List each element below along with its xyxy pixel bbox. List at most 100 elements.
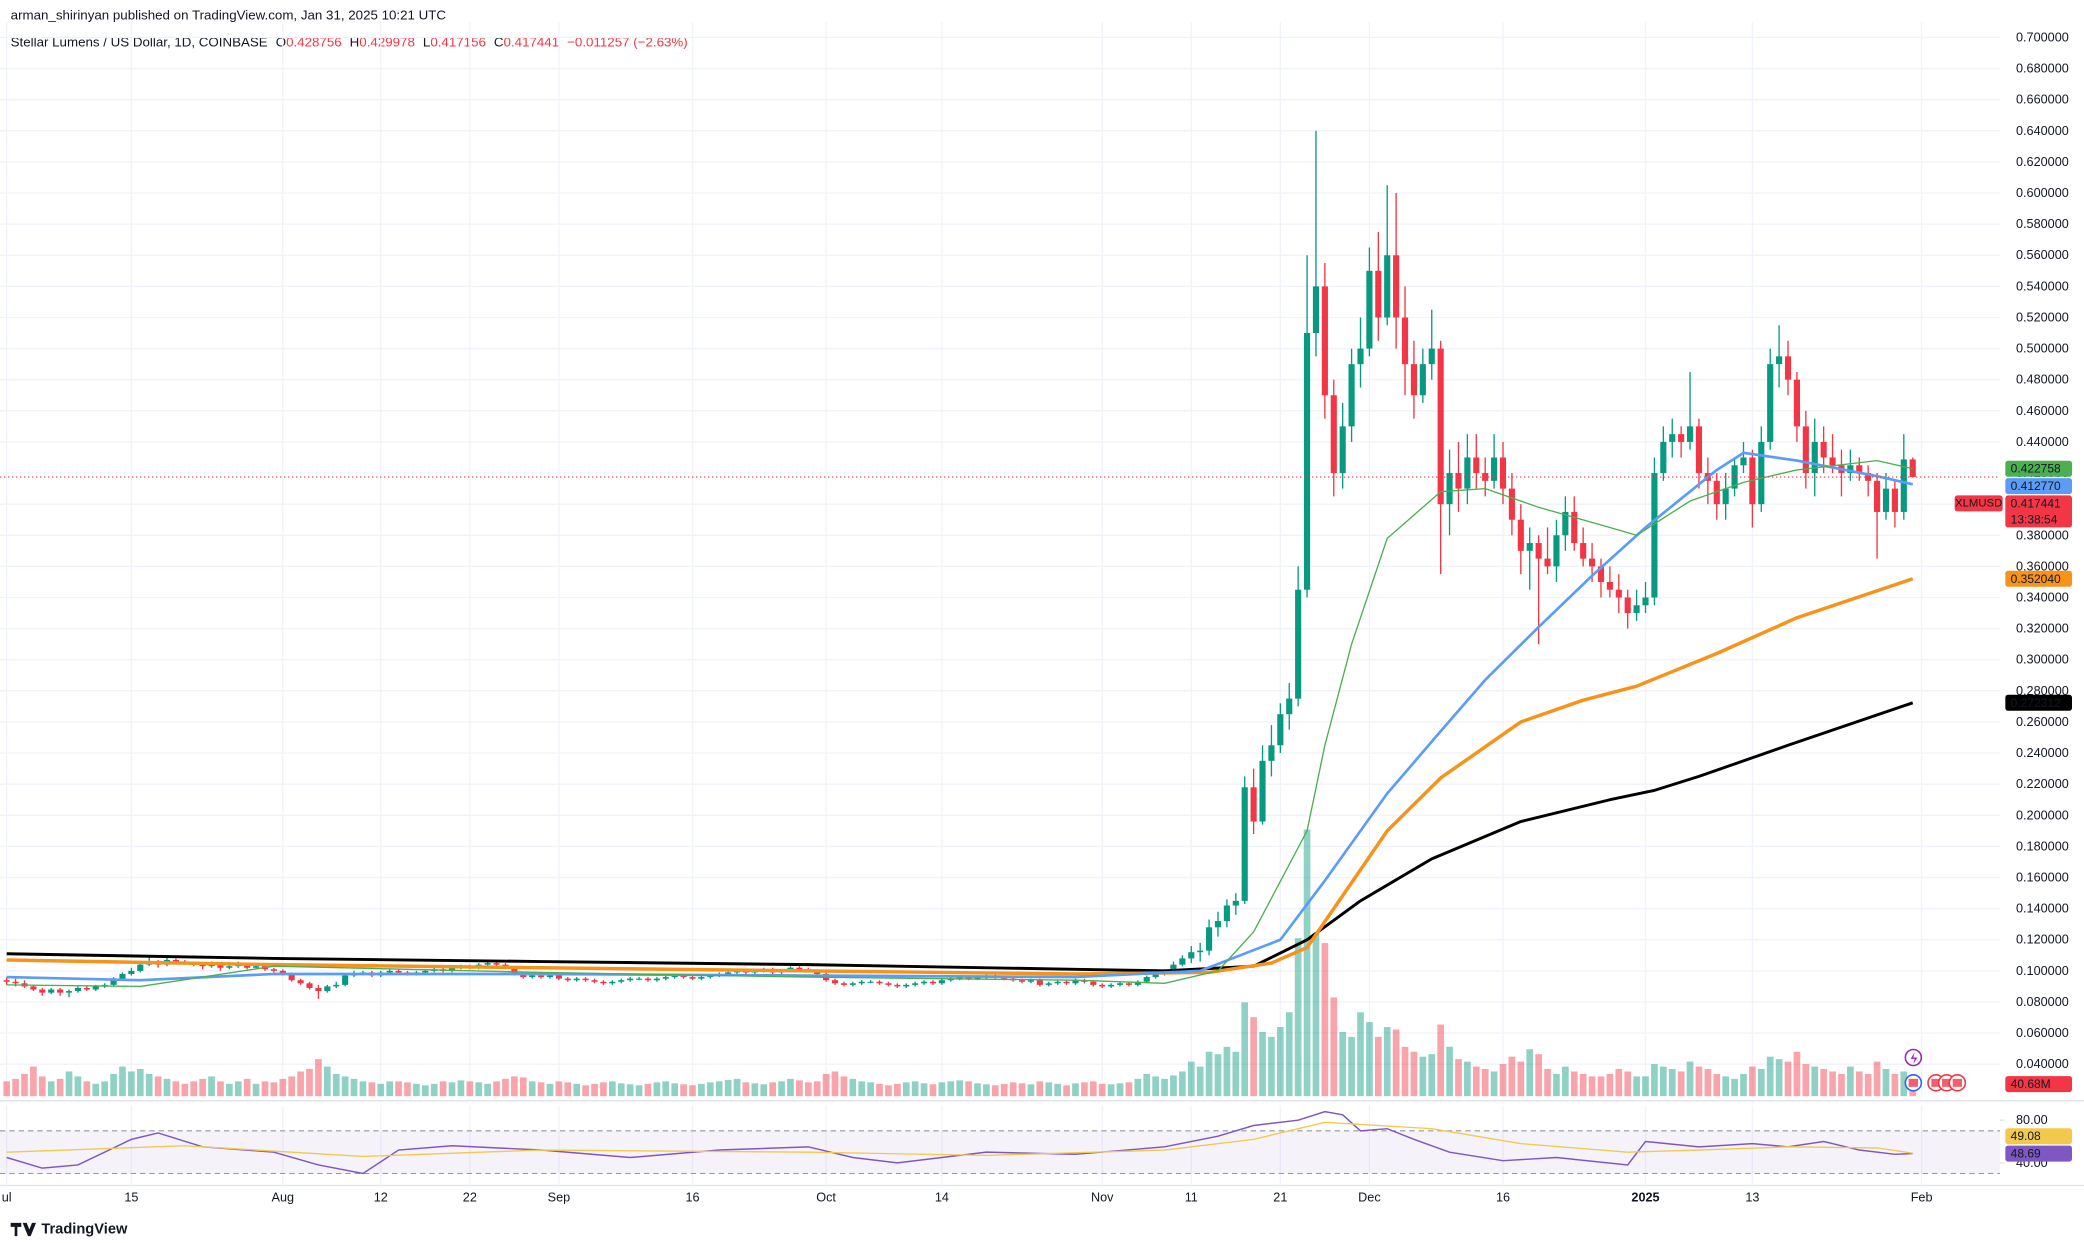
y-tick-label: 0.300000	[2016, 653, 2069, 667]
volume-bar	[680, 1084, 687, 1097]
volume-bar	[1285, 1012, 1293, 1097]
candle-body	[1767, 364, 1774, 442]
candle-body	[511, 967, 518, 974]
volume-bar	[1811, 1066, 1819, 1097]
y-tick-label: 0.360000	[2016, 559, 2069, 573]
candle-body	[1874, 480, 1881, 512]
x-tick-label: Sep	[548, 1191, 571, 1205]
y-tick-label: 0.580000	[2016, 217, 2069, 231]
volume-bar	[911, 1081, 919, 1097]
x-tick-label: 13	[1745, 1191, 1759, 1205]
volume-bar	[1303, 829, 1311, 1097]
candle-body	[555, 975, 562, 979]
ohlc-value: 0.429978	[359, 34, 415, 49]
volume-bar	[519, 1077, 527, 1097]
candle-body	[1793, 379, 1800, 427]
y-tick-label: 0.160000	[2016, 871, 2069, 885]
candle-body	[867, 981, 874, 983]
volume-bar	[1606, 1073, 1614, 1097]
candle-body	[1651, 473, 1658, 598]
candle-body	[386, 970, 393, 973]
tradingview-logo: TradingView	[10, 1222, 128, 1238]
event-flag	[1952, 1078, 1962, 1087]
candle-body	[529, 975, 536, 978]
volume-bar	[190, 1081, 198, 1097]
rsi-tick-label: 80.00	[2016, 1113, 2048, 1127]
volume-bar	[1802, 1064, 1810, 1097]
volume-bar	[555, 1081, 563, 1097]
candle-body	[947, 978, 954, 981]
badge-bg	[2005, 478, 2072, 495]
candle-body	[974, 977, 981, 979]
volume-bar	[332, 1073, 340, 1097]
volume-bar	[1562, 1066, 1569, 1097]
candle-body	[1606, 581, 1613, 590]
candle-body	[1206, 927, 1213, 951]
volume-bar	[279, 1078, 287, 1097]
candle-body	[546, 975, 554, 978]
y-tick-label: 0.220000	[2016, 777, 2069, 791]
candle-body	[1303, 333, 1311, 590]
candle-body	[333, 984, 340, 987]
y-tick-label: 0.320000	[2016, 622, 2069, 636]
volume-bar	[74, 1076, 82, 1097]
volume-bar	[1348, 1036, 1355, 1097]
candle-body	[315, 987, 322, 992]
candle-body	[128, 970, 135, 974]
volume-bar	[546, 1083, 554, 1097]
candle-body	[965, 977, 972, 979]
candle-body	[1330, 395, 1337, 474]
volume-bar	[1651, 1064, 1658, 1097]
volume-bar	[350, 1078, 358, 1097]
volume-bar	[1205, 1051, 1213, 1097]
candle-body	[1197, 950, 1204, 953]
candle-body	[1241, 787, 1248, 901]
candle-body	[582, 978, 589, 981]
candle-body	[1642, 597, 1649, 606]
volume-bar	[181, 1083, 189, 1097]
volume-bar	[502, 1078, 509, 1097]
event-flag	[1931, 1078, 1941, 1087]
candle-body	[1624, 597, 1631, 614]
candle-body	[1811, 441, 1818, 474]
candle-body	[662, 977, 669, 979]
volume-bar	[876, 1083, 883, 1097]
x-tick-label: 21	[1273, 1191, 1287, 1205]
volume-bar	[1196, 1066, 1204, 1097]
candle-body	[1660, 441, 1667, 474]
candle-body	[1589, 558, 1596, 567]
volume-bar	[778, 1081, 785, 1097]
candle-body	[1695, 426, 1703, 474]
symbol-badge-text: XLMUSD	[1955, 497, 2002, 509]
volume-bar	[564, 1082, 572, 1097]
badge-bg	[2005, 694, 2072, 711]
candle-body	[288, 973, 295, 981]
y-tick-label: 0.080000	[2016, 995, 2069, 1009]
ohlc-key: H	[350, 34, 360, 49]
x-tick-label: Feb	[1911, 1191, 1933, 1205]
price-badge: 0.412770	[2005, 478, 2072, 495]
volume-bar	[1232, 1051, 1240, 1097]
candle-body	[1535, 543, 1542, 559]
x-tick-label: Aug	[272, 1191, 295, 1205]
x-tick-label: 16	[685, 1191, 699, 1205]
volume-bar	[1081, 1082, 1088, 1097]
volume-bar	[217, 1081, 224, 1097]
candle-body	[903, 984, 910, 987]
rsi-line	[6, 1110, 1913, 1175]
volume-bar	[261, 1081, 269, 1097]
candle-body	[573, 978, 580, 981]
candle-body	[253, 966, 260, 968]
volume-bar	[1633, 1076, 1640, 1097]
volume-bar	[1757, 1069, 1765, 1097]
volume-bar	[1179, 1071, 1186, 1097]
x-tick-label: 11	[1185, 1191, 1198, 1205]
volume-bar	[1410, 1051, 1418, 1097]
volume-bar	[1838, 1073, 1845, 1097]
candle-body	[671, 975, 678, 978]
candle-body	[1143, 977, 1150, 982]
volume-bar	[1018, 1083, 1026, 1097]
volume-bar	[1490, 1071, 1498, 1097]
candle-body	[1401, 317, 1409, 365]
volume-bar	[234, 1081, 242, 1097]
